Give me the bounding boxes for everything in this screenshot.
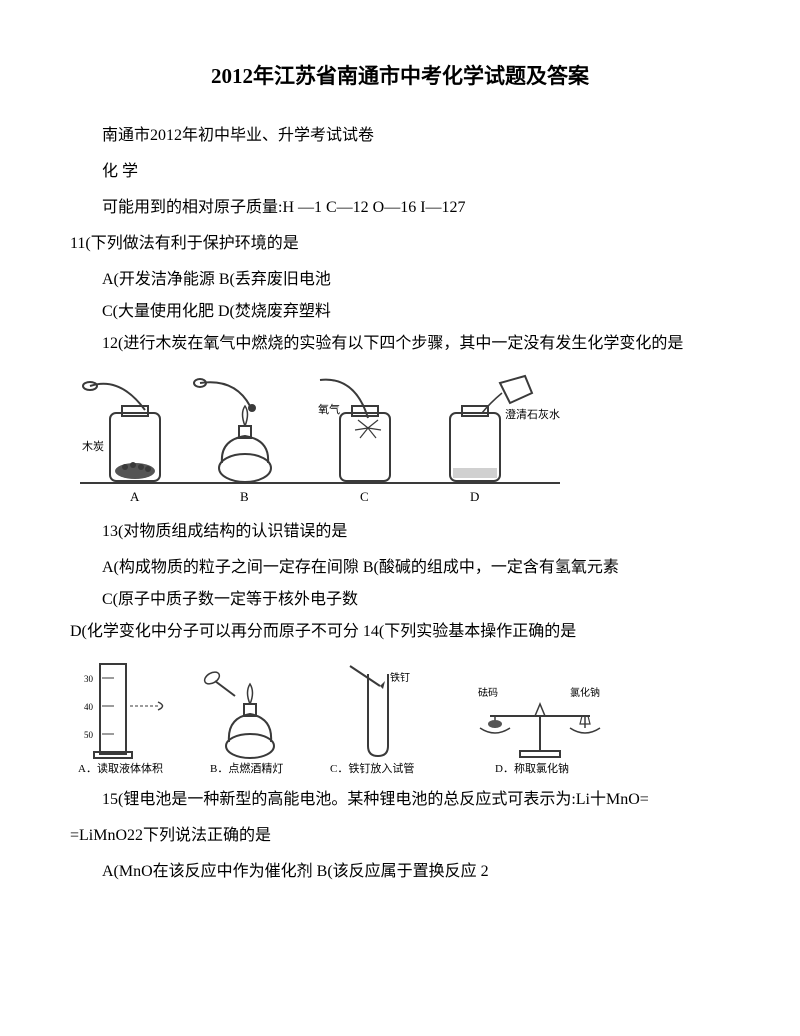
- q14-tick-50: 50: [84, 730, 94, 740]
- q14-panel-d: 砝码 氯化钠 D．称取氯化钠: [478, 686, 600, 775]
- intro-line-2: 化 学: [70, 156, 730, 188]
- q13-option-ab: A(构成物质的粒子之间一定存在间隙 B(酸碱的组成中，一定含有氢氧元素: [70, 552, 730, 584]
- q14-caption-weights: 砝码: [478, 686, 498, 699]
- q11-option-ab: A(开发洁净能源 B(丢弃废旧电池: [70, 264, 730, 296]
- q11-option-cd: C(大量使用化肥 D(焚烧废弃塑料: [70, 296, 730, 328]
- intro-line-3: 可能用到的相对原子质量:H —1 C—12 O—16 I—127: [70, 192, 730, 224]
- q11-stem: 11(下列做法有利于保护环境的是: [70, 228, 730, 260]
- q13-option-c: C(原子中质子数一定等于核外电子数: [70, 584, 730, 616]
- q14-figure: 30 40 50 A．读取液体体积 B．点燃酒精灯 铁钉 C．铁钉放入试管: [70, 656, 730, 776]
- q14-caption-nail: 铁钉: [390, 671, 410, 684]
- q14-label-c: C．铁钉放入试管: [330, 761, 414, 775]
- q14-stem: D(化学变化中分子可以再分而原子不可分 14(下列实验基本操作正确的是: [70, 616, 730, 648]
- q12-panel-b: B: [194, 379, 271, 504]
- q14-label-d: D．称取氯化钠: [495, 761, 569, 775]
- q15-stem-1: 15(锂电池是一种新型的高能电池。某种锂电池的总反应式可表示为:Li十MnO=: [70, 784, 730, 816]
- document-title: 2012年江苏省南通市中考化学试题及答案: [70, 60, 730, 90]
- q15-option-ab: A(MnO在该反应中作为催化剂 B(该反应属于置换反应 2: [70, 856, 730, 888]
- q14-tick-30: 30: [84, 674, 94, 684]
- q12-caption-limewater: 澄清石灰水: [505, 407, 560, 421]
- q14-label-b: B．点燃酒精灯: [210, 761, 283, 775]
- q14-tick-40: 40: [84, 702, 94, 712]
- q12-label-c: C: [360, 489, 369, 504]
- q12-panel-a: 木炭 A: [82, 382, 160, 504]
- q12-panel-c: 氧气 C: [318, 380, 390, 504]
- intro-line-1: 南通市2012年初中毕业、升学考试试卷: [70, 120, 730, 152]
- q15-stem-2: =LiMnO22下列说法正确的是: [70, 820, 730, 852]
- q12-label-a: A: [130, 489, 140, 504]
- q13-stem: 13(对物质组成结构的认识错误的是: [70, 516, 730, 548]
- q14-caption-nacl: 氯化钠: [570, 686, 600, 699]
- q14-label-a: A．读取液体体积: [78, 761, 163, 775]
- q14-panel-c: 铁钉 C．铁钉放入试管: [330, 666, 414, 775]
- q12-label-b: B: [240, 489, 249, 504]
- q12-panel-d: 澄清石灰水 D: [450, 376, 560, 504]
- q12-label-d: D: [470, 489, 479, 504]
- q12-caption-oxygen: 氧气: [318, 402, 340, 416]
- q14-panel-a: 30 40 50 A．读取液体体积: [78, 664, 163, 775]
- q14-panel-b: B．点燃酒精灯: [203, 670, 284, 775]
- q12-caption-charcoal: 木炭: [82, 440, 104, 453]
- q12-figure: 木炭 A B 氧气 C: [70, 368, 730, 508]
- q12-stem: 12(进行木炭在氧气中燃烧的实验有以下四个步骤，其中一定没有发生化学变化的是: [70, 328, 730, 360]
